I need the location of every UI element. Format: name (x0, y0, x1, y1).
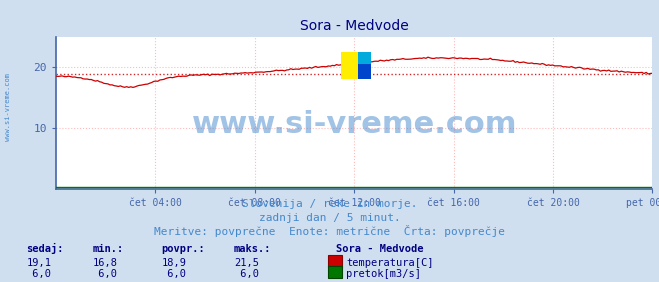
Text: 6,0: 6,0 (161, 269, 186, 279)
Text: Meritve: povprečne  Enote: metrične  Črta: povprečje: Meritve: povprečne Enote: metrične Črta:… (154, 226, 505, 237)
Text: www.si-vreme.com: www.si-vreme.com (5, 73, 11, 141)
Text: 18,9: 18,9 (161, 258, 186, 268)
Text: Slovenija / reke in morje.: Slovenija / reke in morje. (242, 199, 417, 209)
Text: min.:: min.: (92, 244, 123, 254)
Bar (358, 52, 371, 64)
Text: sedaj:: sedaj: (26, 243, 64, 254)
Bar (341, 52, 358, 79)
Text: temperatura[C]: temperatura[C] (346, 258, 434, 268)
Bar (358, 64, 371, 79)
Text: 6,0: 6,0 (26, 269, 51, 279)
Text: Sora - Medvode: Sora - Medvode (336, 244, 424, 254)
Text: 19,1: 19,1 (26, 258, 51, 268)
Text: pretok[m3/s]: pretok[m3/s] (346, 269, 421, 279)
Title: Sora - Medvode: Sora - Medvode (300, 19, 409, 33)
Text: povpr.:: povpr.: (161, 244, 205, 254)
Text: 21,5: 21,5 (234, 258, 259, 268)
Text: 16,8: 16,8 (92, 258, 117, 268)
Text: www.si-vreme.com: www.si-vreme.com (192, 111, 517, 140)
Text: 6,0: 6,0 (92, 269, 117, 279)
Text: 6,0: 6,0 (234, 269, 259, 279)
Text: maks.:: maks.: (234, 244, 272, 254)
Text: zadnji dan / 5 minut.: zadnji dan / 5 minut. (258, 213, 401, 223)
